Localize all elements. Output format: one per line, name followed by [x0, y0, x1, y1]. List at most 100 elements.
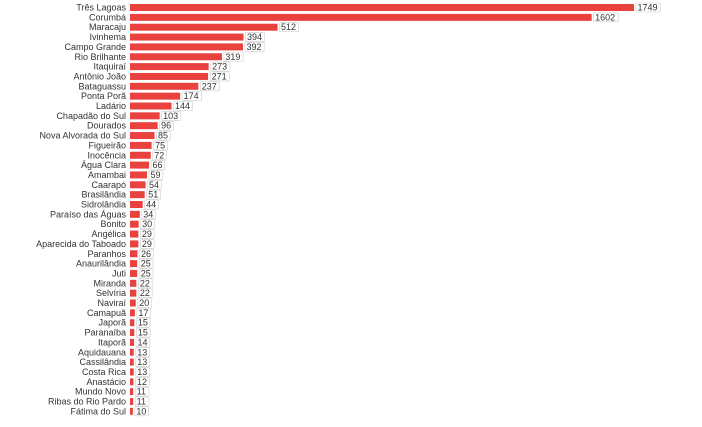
bar[interactable]	[130, 13, 592, 21]
value-label-box	[134, 406, 149, 417]
value-label-box	[136, 327, 151, 338]
bar[interactable]	[130, 102, 172, 110]
category-label: Juti	[112, 268, 126, 278]
value-label-box	[199, 81, 220, 92]
bar[interactable]	[130, 269, 138, 277]
value-label: 13	[137, 357, 147, 367]
bar[interactable]	[130, 378, 134, 386]
value-label-box	[135, 367, 150, 377]
bar[interactable]	[130, 122, 158, 130]
value-label: 85	[158, 131, 168, 141]
bar[interactable]	[130, 260, 138, 268]
bar[interactable]	[130, 82, 199, 90]
bar[interactable]	[130, 63, 209, 71]
value-label-box	[147, 180, 162, 190]
value-label: 59	[151, 170, 161, 180]
value-label: 22	[140, 288, 150, 298]
bar[interactable]	[130, 92, 181, 100]
value-label: 512	[281, 22, 296, 32]
bar[interactable]	[130, 368, 134, 376]
bar[interactable]	[130, 220, 139, 228]
bar[interactable]	[130, 72, 209, 80]
bar[interactable]	[130, 132, 155, 140]
value-label-box	[150, 160, 166, 170]
category-label: Água Clara	[81, 160, 126, 170]
bar[interactable]	[130, 191, 145, 199]
value-label-box	[135, 376, 150, 387]
value-label: 29	[142, 229, 152, 239]
bar[interactable]	[130, 210, 140, 218]
bar[interactable]	[130, 240, 139, 248]
value-label-box	[140, 239, 155, 249]
value-label-box	[135, 347, 150, 358]
value-label-box	[210, 61, 231, 72]
category-label: Mundo Novo	[75, 387, 126, 397]
bar[interactable]	[130, 23, 278, 31]
bar[interactable]	[130, 33, 244, 41]
bar[interactable]	[130, 289, 137, 297]
value-label: 1749	[638, 3, 658, 13]
bar[interactable]	[130, 201, 143, 208]
bar[interactable]	[130, 329, 135, 337]
category-label: Itaporã	[98, 337, 126, 347]
bar[interactable]	[130, 53, 222, 61]
bar[interactable]	[130, 230, 139, 238]
value-label-box	[138, 258, 154, 269]
category-label: Miranda	[93, 278, 126, 288]
bar[interactable]	[130, 141, 152, 149]
bar[interactable]	[130, 388, 134, 396]
value-label-box	[635, 2, 661, 13]
value-label: 44	[146, 200, 156, 210]
value-label: 1602	[595, 12, 615, 22]
category-label: Anastácio	[86, 377, 126, 387]
category-label: Aparecida do Taboado	[36, 239, 126, 249]
bar[interactable]	[130, 4, 634, 11]
bar[interactable]	[130, 161, 150, 169]
bar[interactable]	[130, 279, 137, 287]
value-label-box	[141, 209, 156, 220]
value-label: 15	[138, 318, 148, 328]
bar[interactable]	[130, 299, 136, 307]
bar[interactable]	[130, 348, 134, 356]
value-label: 271	[212, 71, 227, 81]
value-label-box	[593, 12, 619, 23]
value-label: 237	[202, 81, 217, 91]
value-label-box	[140, 219, 155, 229]
value-label: 34	[143, 209, 153, 219]
category-label: Bonito	[100, 219, 126, 229]
value-label-box	[152, 150, 167, 161]
bar[interactable]	[130, 250, 138, 258]
category-label: Sidrolândia	[81, 200, 126, 210]
value-label: 29	[142, 239, 152, 249]
category-label: Figueirão	[88, 140, 126, 150]
value-label: 12	[137, 377, 147, 387]
category-label: Naviraí	[97, 298, 126, 308]
value-label-box	[135, 337, 151, 348]
value-label-box	[153, 140, 168, 151]
value-label: 273	[212, 62, 227, 72]
value-label-box	[134, 396, 150, 407]
value-label: 30	[142, 219, 152, 229]
category-label: Aquidauana	[78, 347, 126, 357]
bar[interactable]	[130, 338, 135, 346]
category-label: Anaurilândia	[76, 259, 126, 269]
bar[interactable]	[130, 112, 160, 120]
category-label: Selvíria	[96, 288, 126, 298]
bar[interactable]	[130, 171, 148, 179]
category-label: Paranaíba	[84, 328, 126, 338]
bar[interactable]	[130, 407, 133, 415]
value-label: 144	[175, 101, 190, 111]
category-label: Ribas do Rio Pardo	[48, 397, 126, 407]
category-label: Antônio João	[73, 71, 126, 81]
value-label: 66	[153, 160, 163, 170]
bar[interactable]	[130, 398, 134, 405]
bar[interactable]	[130, 309, 135, 317]
bar[interactable]	[130, 181, 146, 189]
category-label: Nova Alvorada do Sul	[39, 131, 126, 141]
bar[interactable]	[130, 43, 243, 51]
bar[interactable]	[130, 319, 135, 327]
bar[interactable]	[130, 358, 134, 366]
bar[interactable]	[130, 151, 151, 159]
bars-layer: Três Lagoas 1749 Corumbá 1602 Maracaju 512 Ivi…	[36, 2, 661, 417]
value-label: 174	[184, 91, 199, 101]
